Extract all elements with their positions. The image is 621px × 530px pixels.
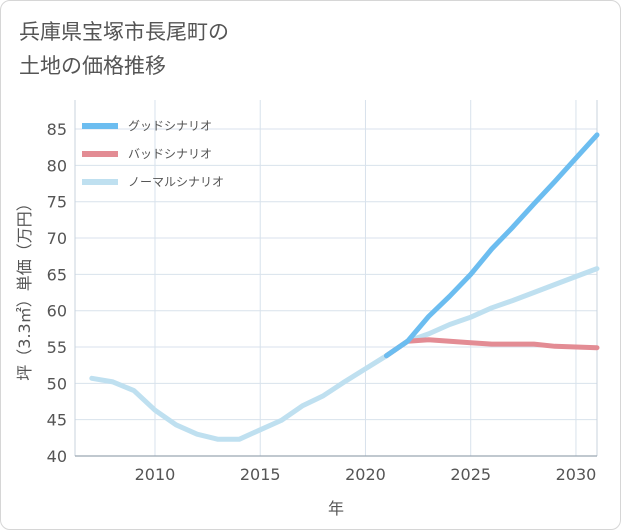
y-tick-label: 65 [47,265,67,284]
y-tick-label: 45 [47,411,67,430]
chart-title-line1: 兵庫県宝塚市長尾町の [19,20,229,44]
bad-scenario-line [384,337,600,359]
y-axis-label: 坪（3.3㎡）単価（万円） [15,195,34,380]
x-tick-label: 2025 [450,465,491,484]
y-tick-label: 55 [47,338,67,357]
y-tick-label: 80 [47,156,67,175]
x-axis-label: 年 [328,499,344,518]
x-tick-label: 2030 [556,465,597,484]
x-tick-label: 2015 [240,465,281,484]
chart-title: 兵庫県宝塚市長尾町の 土地の価格推移 [19,15,229,83]
y-tick-label: 85 [47,120,67,139]
series-lines [89,132,600,442]
y-tick-label: 70 [47,229,67,248]
y-tick-label: 40 [47,447,67,466]
x-tick-label: 2020 [345,465,386,484]
legend-good-label: グッドシナリオ [128,119,212,133]
y-tick-label: 60 [47,302,67,321]
normal-scenario-line [89,266,600,442]
legend-normal-label: ノーマルシナリオ [128,175,224,189]
tick-labels: 2010 2015 2020 2025 2030 40 45 50 55 60 65 70 75 80 85 [47,120,597,484]
y-tick-label: 50 [47,374,67,393]
y-tick-label: 75 [47,193,67,212]
good-scenario-line [384,132,600,359]
legend-bad-label: バッドシナリオ [128,147,212,161]
x-tick-label: 2010 [135,465,176,484]
grid-lines [74,100,598,457]
chart-title-line2: 土地の価格推移 [19,54,166,78]
